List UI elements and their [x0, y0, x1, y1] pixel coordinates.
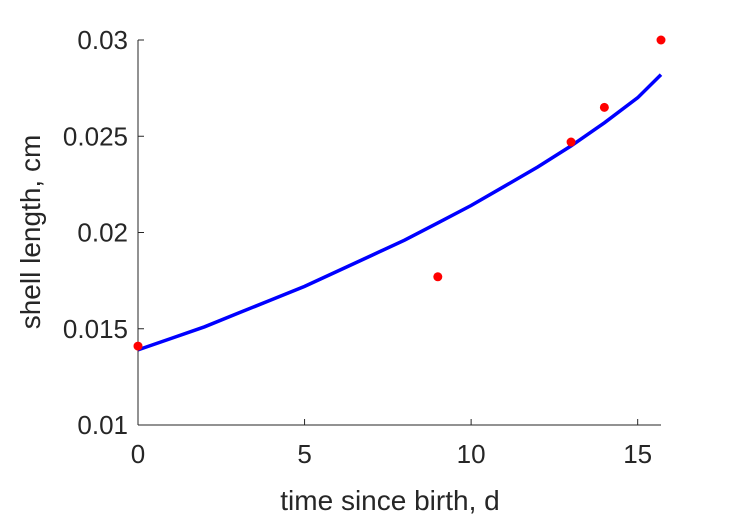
data-point	[656, 35, 666, 45]
plot-area	[137, 40, 661, 426]
x-tick-label: 10	[457, 439, 486, 469]
x-tick-label: 15	[623, 439, 652, 469]
y-tick-label: 0.025	[63, 121, 128, 151]
y-axis-ticks: 0.01 0.015 0.02 0.025 0.03	[63, 25, 144, 440]
x-tick-label: 0	[131, 439, 145, 469]
y-tick-label: 0.02	[77, 218, 128, 248]
data-point	[433, 272, 443, 282]
data-point	[599, 102, 609, 112]
x-tick-label: 5	[297, 439, 311, 469]
y-tick-label: 0.03	[77, 25, 128, 55]
y-tick-label: 0.015	[63, 314, 128, 344]
data-point	[133, 341, 143, 351]
data-point	[566, 137, 576, 147]
series-layer	[133, 35, 666, 352]
y-tick-label: 0.01	[77, 410, 128, 440]
y-axis-title: shell length, cm	[15, 135, 46, 330]
x-axis-ticks: 0 5 10 15	[131, 419, 652, 469]
x-axis-title: time since birth, d	[280, 485, 499, 516]
fit-curve	[137, 73, 663, 352]
